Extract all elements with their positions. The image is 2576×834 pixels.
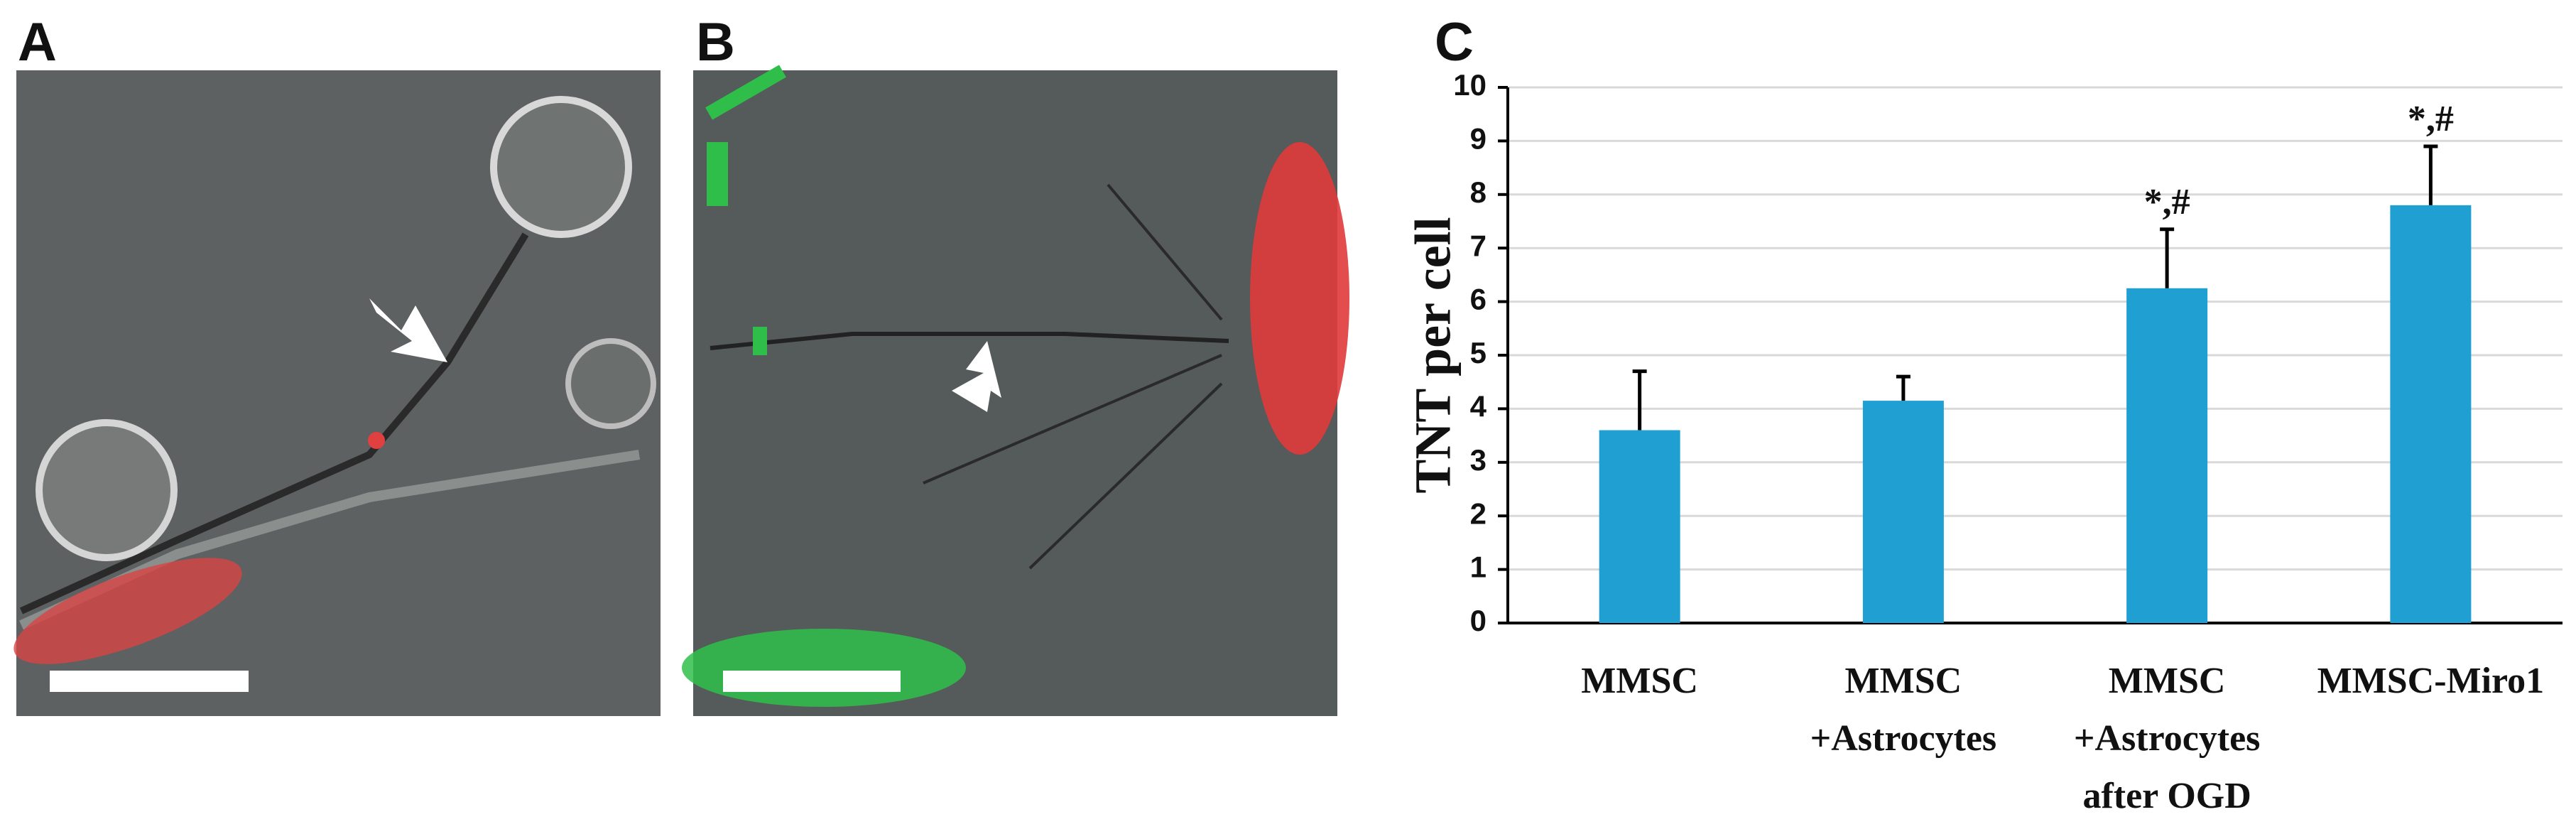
x-tick-label: +Astrocytes — [1810, 718, 1997, 759]
bar — [1862, 401, 1944, 623]
panel-label: B — [696, 12, 735, 72]
y-tick-label: 10 — [1453, 68, 1487, 102]
bar — [2390, 205, 2472, 623]
y-tick-label: 8 — [1470, 175, 1487, 209]
x-tick-label: MMSC — [1845, 661, 1962, 701]
panel-label: A — [18, 12, 57, 72]
x-tick-label: MMSC-Miro1 — [2317, 661, 2545, 701]
bar — [1599, 430, 1680, 623]
x-tick-label: MMSC — [2109, 661, 2226, 701]
y-tick-label: 5 — [1470, 336, 1487, 369]
x-tick-label: +Astrocytes — [2074, 718, 2261, 759]
y-axis-title: TNT per cell — [1405, 217, 1462, 493]
bar — [2126, 288, 2208, 623]
y-tick-label: 7 — [1470, 229, 1487, 262]
micrograph-a — [13, 70, 661, 716]
annotation: *,# — [2408, 99, 2454, 139]
y-tick-label: 4 — [1470, 389, 1487, 423]
y-tick-label: 9 — [1470, 121, 1487, 155]
panel-label: C — [1435, 12, 1474, 72]
y-tick-label: 1 — [1470, 551, 1487, 584]
y-tick-label: 2 — [1470, 497, 1487, 530]
annotation: *,# — [2144, 182, 2190, 222]
y-tick-label: 3 — [1470, 443, 1487, 477]
y-tick-label: 6 — [1470, 283, 1487, 316]
y-tick-label: 0 — [1470, 604, 1487, 637]
micrograph-b — [682, 65, 1349, 716]
x-tick-label: after OGD — [2082, 776, 2251, 816]
x-tick-label: MMSC — [1581, 661, 1698, 701]
